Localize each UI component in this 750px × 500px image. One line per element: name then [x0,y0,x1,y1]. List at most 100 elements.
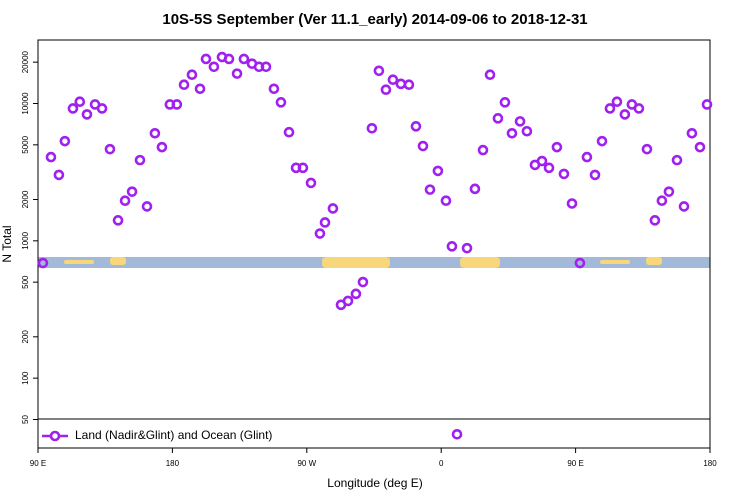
point [589,169,601,181]
point [45,151,57,163]
y-axis-label: N Total [0,225,14,262]
y-tick-label: 20000 [21,50,30,73]
point [141,201,153,212]
point [268,83,280,95]
point [126,186,138,197]
point [671,154,683,166]
point [96,103,108,114]
y-tick-label: 1000 [21,231,30,249]
point [619,109,631,120]
point [484,69,496,81]
point [319,217,331,228]
point [194,83,206,95]
x-tick-label: 0 [439,459,444,468]
point [492,113,504,124]
point [451,429,463,440]
x-tick-label: 90 E [30,459,46,468]
point [701,99,713,110]
point [357,276,369,288]
point [112,215,124,226]
point [104,143,116,155]
point [134,154,146,166]
point [380,84,392,96]
y-tick-label: 10000 [21,92,30,115]
point [403,79,415,91]
x-tick-label: 90 W [297,459,316,468]
point [611,96,623,108]
point [156,141,168,153]
map-strip [38,257,710,268]
point [305,177,317,189]
point [446,241,458,252]
y-tick-label: 5000 [21,135,30,153]
y-tick-label: 200 [21,330,30,344]
point [604,103,616,114]
point [461,242,473,254]
point [342,295,354,307]
point [178,79,190,91]
point [499,97,511,108]
point [596,135,608,147]
point [366,122,378,134]
point [231,68,243,79]
point [74,96,86,108]
y-tick-label: 100 [21,371,30,385]
point [694,141,706,153]
y-tick-label: 2000 [21,190,30,208]
point [536,155,548,167]
point [171,99,183,110]
point [566,198,578,209]
point [432,165,444,177]
point [649,215,661,226]
point [514,116,526,127]
point [395,78,407,90]
point [223,53,235,65]
legend-label: Land (Nadir&Glint) and Ocean (Glint) [75,428,272,442]
point [327,203,339,214]
point [283,126,295,138]
point [297,162,309,174]
point [200,53,212,65]
x-tick-label: 90 E [567,459,583,468]
point [574,257,586,269]
point [186,69,198,81]
point [506,127,518,139]
point [440,195,452,206]
point [59,135,71,147]
point [424,184,436,195]
x-tick-label: 180 [703,459,717,468]
point [208,61,220,73]
point [81,109,93,120]
point [641,143,653,155]
point [477,144,489,156]
point [417,140,429,152]
y-tick-label: 50 [21,414,30,423]
point [686,127,698,139]
point [521,125,533,137]
point [275,97,287,108]
plot-frame [37,39,711,449]
point [350,288,362,300]
point [410,121,422,132]
legend-marker [49,430,61,442]
point [314,228,326,239]
point [37,257,49,269]
chart-title: 10S-5S September (Ver 11.1_early) 2014-0… [162,11,587,28]
point [543,162,555,174]
point [656,195,668,206]
point [260,61,272,73]
point [469,183,481,195]
x-axis-label: Longitude (deg E) [327,476,422,490]
point [387,74,399,86]
x-tick-label: 180 [166,459,180,468]
point [581,151,593,163]
point [663,186,675,197]
y-tick-label: 500 [21,275,30,289]
point [238,53,250,65]
point [53,169,65,181]
point [119,195,131,206]
point [551,141,563,153]
point [373,65,385,77]
point [558,168,570,180]
